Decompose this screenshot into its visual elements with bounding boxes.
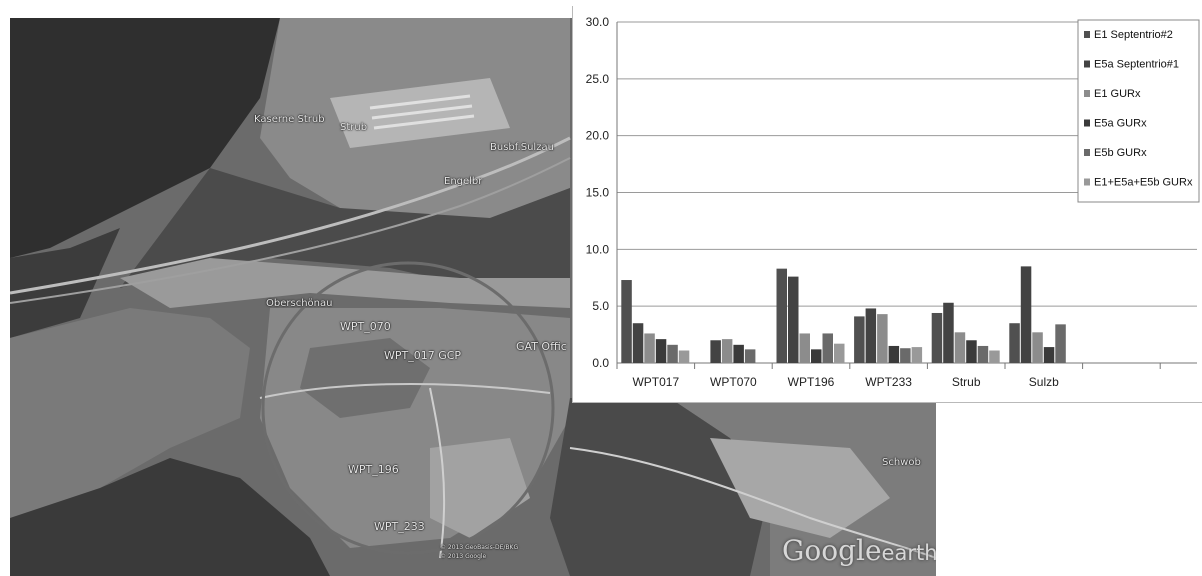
bar xyxy=(667,344,678,363)
map-label-schwob: Schwob xyxy=(882,457,921,468)
bar-chart: 0.0 5.0 10.0 15.0 20.0 25.0 30.0 WPT017 WPT070 WP… xyxy=(586,15,1200,389)
bar xyxy=(678,350,690,363)
bar xyxy=(1055,324,1066,363)
map-label-engelbr: Engelbr xyxy=(444,176,483,187)
y-tick-label: 5.0 xyxy=(592,299,609,313)
legend-swatch xyxy=(1084,90,1090,97)
x-tick-label: WPT070 xyxy=(710,375,757,389)
legend-label: E5a GURx xyxy=(1094,118,1147,130)
bar xyxy=(655,339,667,363)
map-label-kaserne: Kaserne Strub xyxy=(254,114,325,125)
bar xyxy=(954,332,966,363)
bar xyxy=(632,323,644,363)
x-tick-label: Strub xyxy=(952,375,981,389)
x-tick-label: WPT196 xyxy=(788,375,835,389)
bar xyxy=(1032,332,1043,363)
bar xyxy=(776,268,787,363)
legend-box xyxy=(1077,19,1200,203)
bar xyxy=(977,345,989,363)
legend-swatch xyxy=(1084,60,1090,68)
legend-label: E5b GURx xyxy=(1094,147,1147,159)
legend-swatch xyxy=(1084,31,1090,38)
y-tick-label: 15.0 xyxy=(586,186,610,200)
map-label-wpt233: WPT_233 xyxy=(374,520,425,533)
map-attribution-google: © 2013 Google xyxy=(440,553,487,560)
bar xyxy=(911,347,923,363)
legend-swatch xyxy=(1084,119,1090,127)
map-label-busbf: Busbf.Sulzau xyxy=(490,142,554,153)
map-label-wpt196: WPT_196 xyxy=(348,463,399,476)
bar xyxy=(877,314,888,363)
bar xyxy=(733,344,744,363)
x-tick-label: WPT233 xyxy=(865,375,912,389)
map-label-gat: GAT Offic xyxy=(516,340,567,353)
bar-chart-panel: 0.0 5.0 10.0 15.0 20.0 25.0 30.0 WPT017 WPT070 WP… xyxy=(572,6,1202,403)
bar xyxy=(1009,323,1020,363)
map-label-strub: Strub xyxy=(340,122,368,133)
x-tick-label: WPT017 xyxy=(632,375,679,389)
bar xyxy=(721,339,733,363)
map-attribution-geobasis: © 2013 GeoBasis-DE/BKG xyxy=(440,544,519,551)
bar xyxy=(854,316,865,363)
google-earth-logo: Googleearth xyxy=(782,534,936,567)
bar xyxy=(799,333,810,363)
bar xyxy=(931,312,943,363)
bar xyxy=(989,350,1000,363)
bar xyxy=(1043,347,1055,363)
bar xyxy=(888,345,900,363)
map-label-oberschoenau: Oberschönau xyxy=(266,298,333,309)
legend-label: E1+E5a+E5b GURx xyxy=(1094,177,1193,189)
legend-label: E1 Septentrio#2 xyxy=(1094,29,1173,41)
x-tick-label: Sulzb xyxy=(1029,375,1059,389)
map-label-wpt070: WPT_070 xyxy=(340,320,391,333)
bar xyxy=(621,280,632,363)
y-tick-label: 20.0 xyxy=(586,129,610,143)
bar xyxy=(865,308,877,363)
bar xyxy=(788,276,799,363)
y-tick-label: 25.0 xyxy=(586,72,610,86)
y-tick-label: 0.0 xyxy=(592,356,609,370)
legend-swatch xyxy=(1084,149,1090,156)
bar xyxy=(966,340,977,363)
map-label-wpt017: WPT_017 GCP xyxy=(384,349,462,362)
earth-logo-text: earth xyxy=(881,541,936,565)
bar xyxy=(744,349,756,363)
bar xyxy=(710,340,721,363)
bar xyxy=(811,349,822,363)
y-tick-label: 30.0 xyxy=(586,15,610,29)
bar xyxy=(834,343,845,363)
bar xyxy=(644,333,655,363)
bar xyxy=(900,348,911,363)
legend-label: E1 GURx xyxy=(1094,88,1141,100)
y-tick-label: 10.0 xyxy=(586,242,610,256)
google-logo-text: Google xyxy=(782,534,882,567)
legend-label: E5a Septentrio#1 xyxy=(1094,59,1179,71)
legend-swatch xyxy=(1084,178,1090,186)
bar xyxy=(822,333,833,363)
bar xyxy=(943,302,954,363)
bar xyxy=(1020,266,1032,363)
